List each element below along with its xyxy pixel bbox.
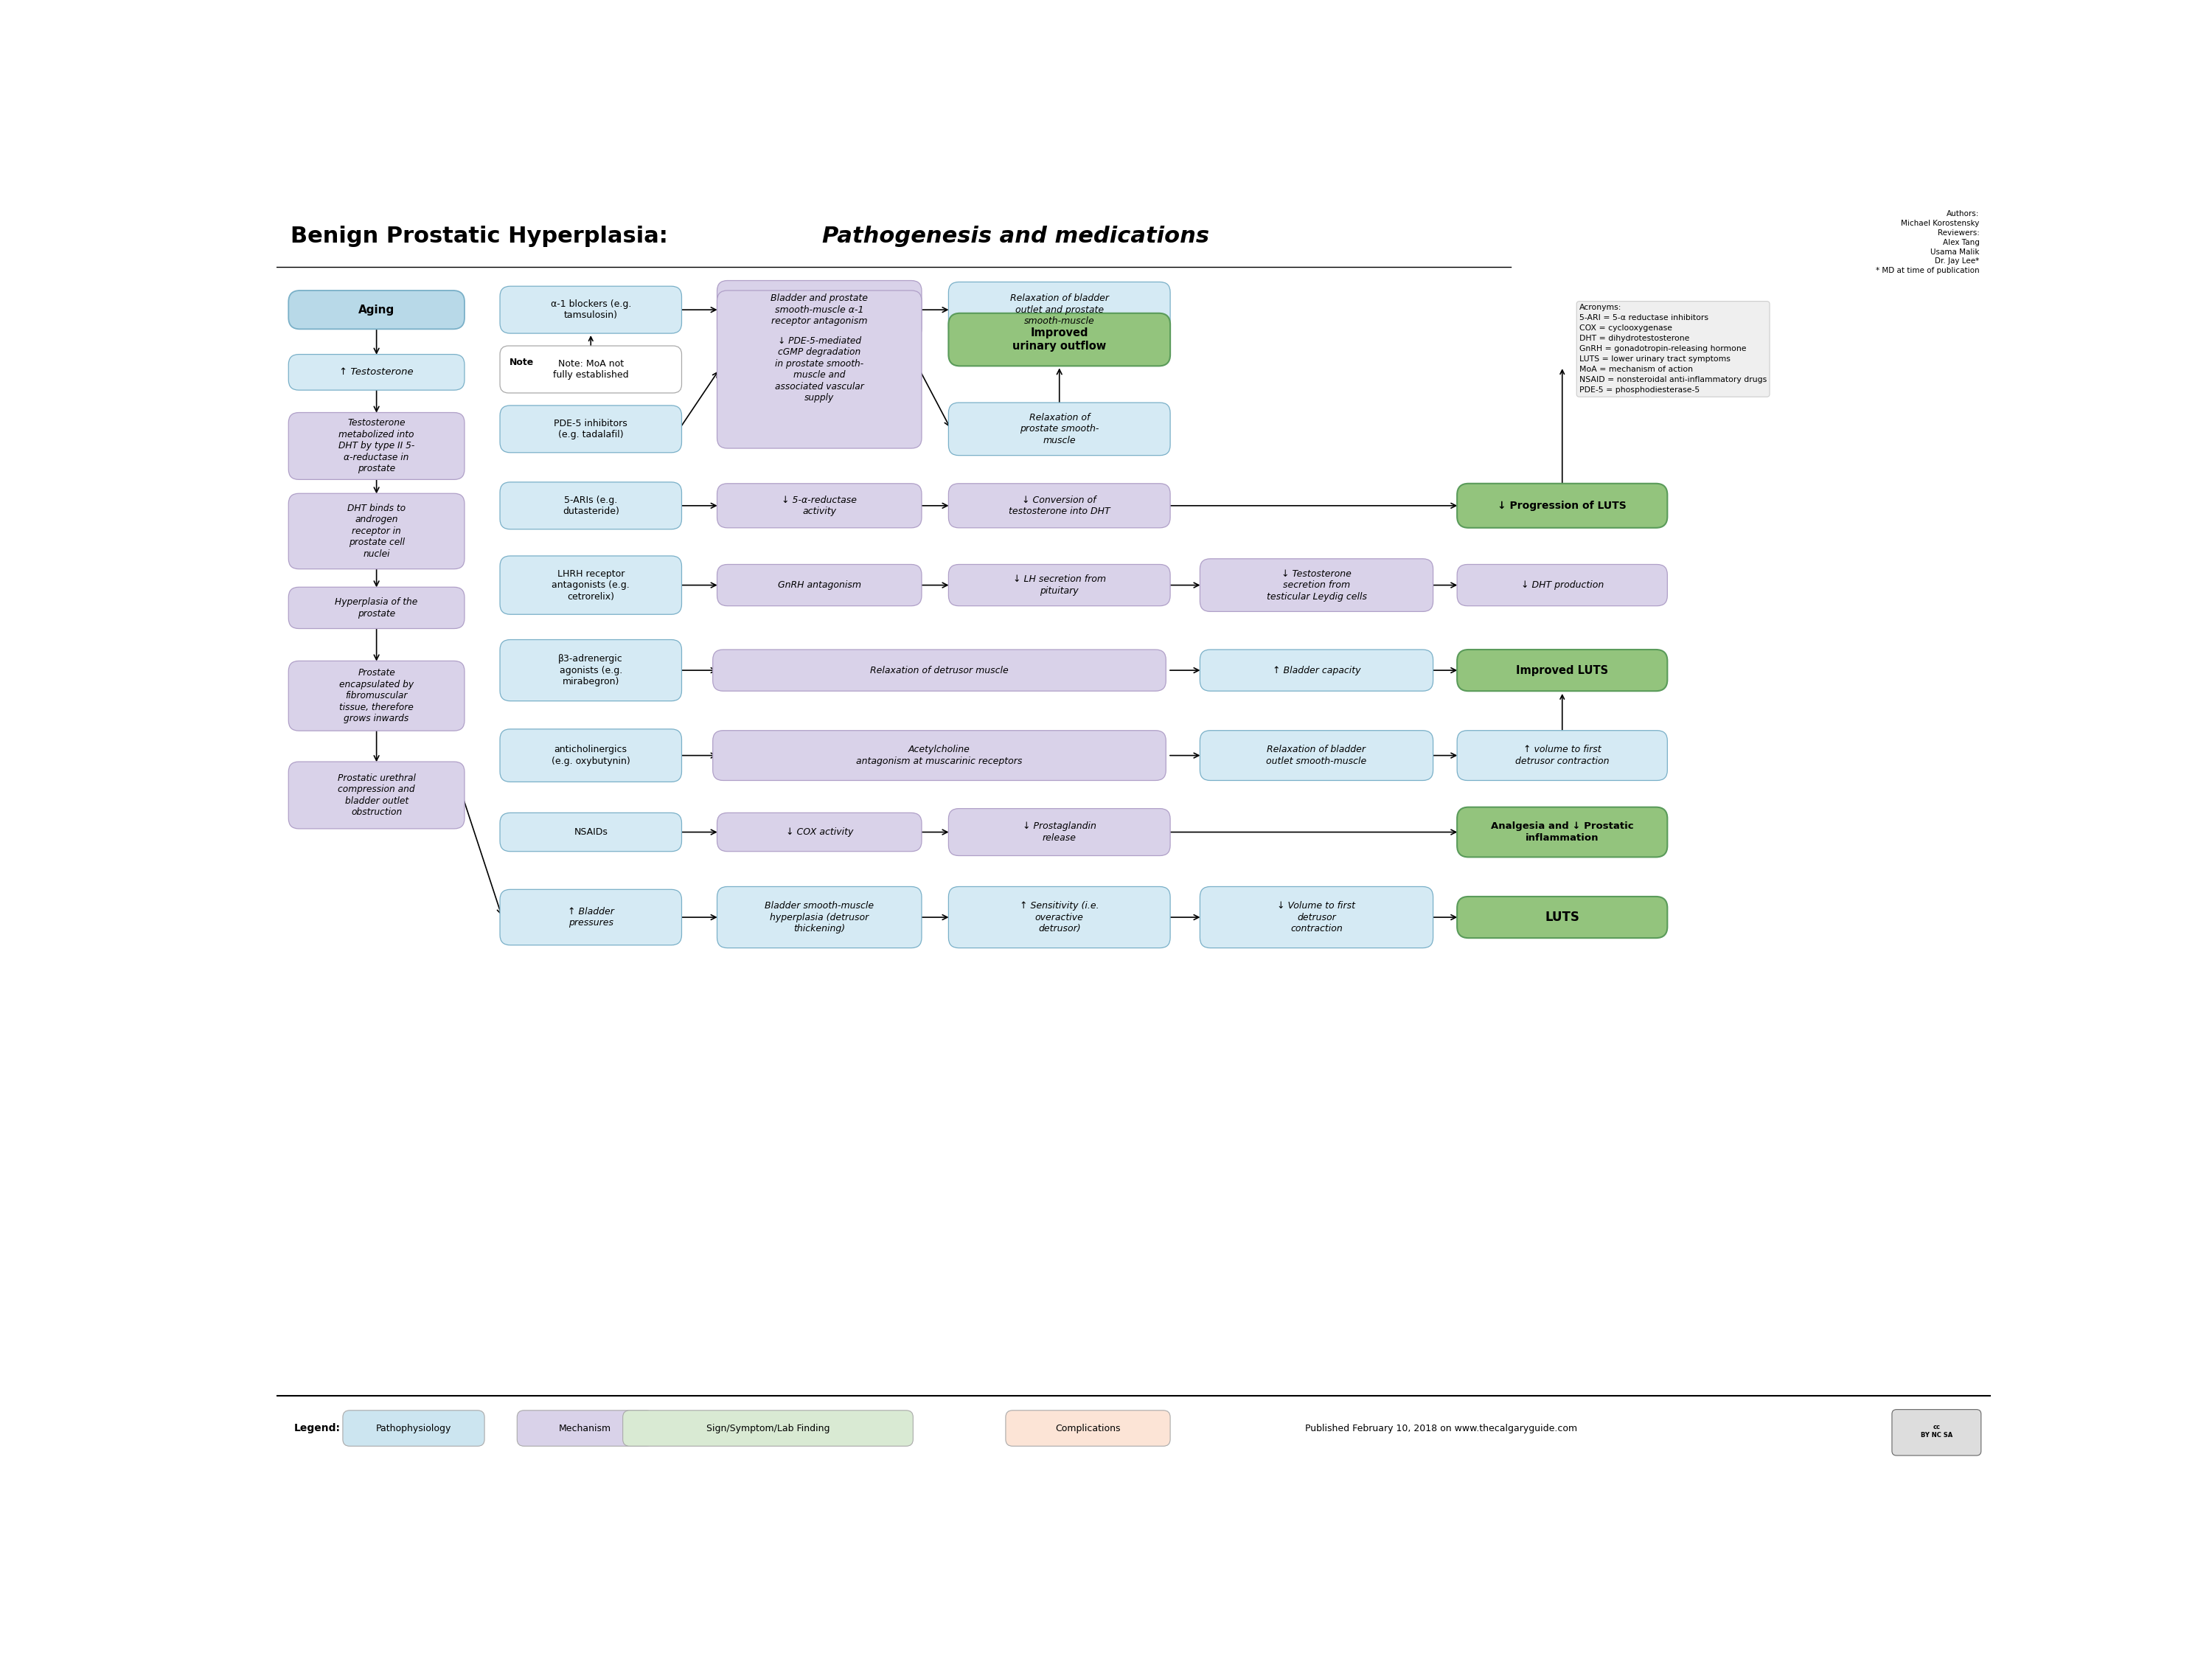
Text: GnRH antagonism: GnRH antagonism — [779, 581, 860, 591]
FancyBboxPatch shape — [1199, 886, 1433, 947]
FancyBboxPatch shape — [949, 282, 1170, 338]
FancyBboxPatch shape — [1458, 650, 1668, 692]
FancyBboxPatch shape — [949, 314, 1170, 367]
FancyBboxPatch shape — [288, 493, 465, 569]
FancyBboxPatch shape — [1458, 564, 1668, 606]
Text: ↓ Volume to first
detrusor
contraction: ↓ Volume to first detrusor contraction — [1279, 901, 1356, 934]
Text: β3-adrenergic
agonists (e.g.
mirabegron): β3-adrenergic agonists (e.g. mirabegron) — [557, 654, 624, 687]
Text: Relaxation of bladder
outlet smooth-muscle: Relaxation of bladder outlet smooth-musc… — [1265, 745, 1367, 766]
Text: ↓ Testosterone
secretion from
testicular Leydig cells: ↓ Testosterone secretion from testicular… — [1265, 569, 1367, 601]
Text: PDE-5 inhibitors
(e.g. tadalafil): PDE-5 inhibitors (e.g. tadalafil) — [553, 418, 628, 440]
Text: Prostate
encapsulated by
fibromuscular
tissue, therefore
grows inwards: Prostate encapsulated by fibromuscular t… — [338, 669, 414, 723]
Text: ↓ Conversion of
testosterone into DHT: ↓ Conversion of testosterone into DHT — [1009, 494, 1110, 516]
FancyBboxPatch shape — [1006, 1410, 1170, 1447]
Text: Mechanism: Mechanism — [560, 1423, 611, 1433]
Text: Relaxation of
prostate smooth-
muscle: Relaxation of prostate smooth- muscle — [1020, 413, 1099, 445]
Text: ↓ LH secretion from
pituitary: ↓ LH secretion from pituitary — [1013, 574, 1106, 596]
FancyBboxPatch shape — [500, 813, 681, 851]
Text: Prostatic urethral
compression and
bladder outlet
obstruction: Prostatic urethral compression and bladd… — [338, 773, 416, 818]
Text: Testosterone
metabolized into
DHT by type II 5-
α-reductase in
prostate: Testosterone metabolized into DHT by typ… — [338, 418, 414, 474]
FancyBboxPatch shape — [1458, 896, 1668, 937]
Text: α-1 blockers (e.g.
tamsulosin): α-1 blockers (e.g. tamsulosin) — [551, 299, 630, 320]
FancyBboxPatch shape — [1458, 808, 1668, 858]
Text: Published ​February​ 10, 2018 on www.thecalgaryguide.com: Published ​February​ 10, 2018 on www.the… — [1305, 1423, 1577, 1433]
FancyBboxPatch shape — [288, 355, 465, 390]
Text: Hyperplasia of the
prostate: Hyperplasia of the prostate — [336, 597, 418, 619]
FancyBboxPatch shape — [949, 808, 1170, 856]
Text: ↓ PDE-5-mediated
cGMP degradation
in prostate smooth-
muscle and
associated vasc: ↓ PDE-5-mediated cGMP degradation in pro… — [774, 337, 865, 403]
FancyBboxPatch shape — [949, 403, 1170, 456]
FancyBboxPatch shape — [712, 730, 1166, 780]
Text: Authors:
Michael Korostensky
Reviewers:
Alex Tang
Usama Malik
Dr. Jay Lee*
* MD : Authors: Michael Korostensky Reviewers: … — [1876, 211, 1980, 274]
Text: Bladder and prostate
smooth-muscle α-1
receptor antagonism: Bladder and prostate smooth-muscle α-1 r… — [770, 294, 867, 327]
Text: LHRH receptor
antagonists (e.g.
cetrorelix): LHRH receptor antagonists (e.g. cetrorel… — [551, 569, 630, 601]
FancyBboxPatch shape — [500, 405, 681, 453]
Text: 5-ARIs (e.g.
dutasteride): 5-ARIs (e.g. dutasteride) — [562, 494, 619, 516]
Text: Acetylcholine
antagonism at muscarinic receptors: Acetylcholine antagonism at muscarinic r… — [856, 745, 1022, 766]
FancyBboxPatch shape — [717, 564, 922, 606]
Text: ↓ DHT production: ↓ DHT production — [1522, 581, 1604, 591]
FancyBboxPatch shape — [1458, 483, 1668, 528]
FancyBboxPatch shape — [500, 889, 681, 946]
Text: Sign/Symptom/Lab Finding: Sign/Symptom/Lab Finding — [706, 1423, 830, 1433]
Text: Improved
urinary outflow: Improved urinary outflow — [1013, 327, 1106, 352]
FancyBboxPatch shape — [624, 1410, 914, 1447]
Text: Legend:: Legend: — [294, 1423, 341, 1433]
FancyBboxPatch shape — [949, 483, 1170, 528]
FancyBboxPatch shape — [343, 1410, 484, 1447]
FancyBboxPatch shape — [500, 345, 681, 393]
FancyBboxPatch shape — [500, 483, 681, 529]
Text: DHT binds to
androgen
receptor in
prostate cell
nuclei: DHT binds to androgen receptor in prosta… — [347, 504, 405, 559]
FancyBboxPatch shape — [1891, 1410, 1982, 1455]
FancyBboxPatch shape — [500, 287, 681, 333]
FancyBboxPatch shape — [288, 290, 465, 328]
FancyBboxPatch shape — [288, 761, 465, 830]
FancyBboxPatch shape — [288, 413, 465, 479]
FancyBboxPatch shape — [288, 660, 465, 730]
FancyBboxPatch shape — [717, 813, 922, 851]
FancyBboxPatch shape — [717, 280, 922, 338]
Text: Note: Note — [509, 358, 533, 367]
FancyBboxPatch shape — [288, 587, 465, 629]
Text: Relaxation of bladder
outlet and prostate
smooth-muscle: Relaxation of bladder outlet and prostat… — [1011, 294, 1108, 327]
Text: ↑ Testosterone: ↑ Testosterone — [338, 367, 414, 377]
Text: ↓ Prostaglandin
release: ↓ Prostaglandin release — [1022, 821, 1097, 843]
Text: ↓ COX activity: ↓ COX activity — [785, 828, 854, 836]
FancyBboxPatch shape — [1199, 730, 1433, 780]
Text: Improved LUTS: Improved LUTS — [1515, 665, 1608, 675]
FancyBboxPatch shape — [518, 1410, 653, 1447]
Text: ↑ Bladder capacity: ↑ Bladder capacity — [1272, 665, 1360, 675]
Text: anticholinergics
(e.g. oxybutynin): anticholinergics (e.g. oxybutynin) — [551, 745, 630, 766]
Text: Complications: Complications — [1055, 1423, 1121, 1433]
Text: Bladder smooth-muscle
hyperplasia (detrusor
thickening): Bladder smooth-muscle hyperplasia (detru… — [765, 901, 874, 934]
Text: cc
BY NC SA: cc BY NC SA — [1920, 1423, 1953, 1438]
Text: NSAIDs: NSAIDs — [573, 828, 608, 836]
FancyBboxPatch shape — [1199, 650, 1433, 692]
FancyBboxPatch shape — [500, 728, 681, 781]
Text: Relaxation of detrusor muscle: Relaxation of detrusor muscle — [869, 665, 1009, 675]
FancyBboxPatch shape — [717, 886, 922, 947]
FancyBboxPatch shape — [1199, 559, 1433, 612]
Text: Acronyms:
5-ARI = 5-α reductase inhibitors
COX = cyclooxygenase
DHT = dihydrotes: Acronyms: 5-ARI = 5-α reductase inhibito… — [1579, 304, 1767, 395]
Text: Aging: Aging — [358, 304, 394, 315]
FancyBboxPatch shape — [1458, 730, 1668, 780]
Text: ↓ 5-α-reductase
activity: ↓ 5-α-reductase activity — [781, 494, 856, 516]
FancyBboxPatch shape — [949, 564, 1170, 606]
Text: ↑ Bladder
pressures: ↑ Bladder pressures — [568, 907, 615, 927]
Text: LUTS: LUTS — [1544, 911, 1579, 924]
FancyBboxPatch shape — [500, 556, 681, 614]
FancyBboxPatch shape — [712, 650, 1166, 692]
FancyBboxPatch shape — [949, 886, 1170, 947]
Text: Benign Prostatic Hyperplasia:: Benign Prostatic Hyperplasia: — [290, 226, 677, 247]
Text: Note: MoA not
fully established: Note: MoA not fully established — [553, 358, 628, 380]
FancyBboxPatch shape — [500, 640, 681, 702]
Text: ↓ Progression of LUTS: ↓ Progression of LUTS — [1498, 501, 1626, 511]
FancyBboxPatch shape — [717, 483, 922, 528]
Text: ↑ Sensitivity (i.e.
overactive
detrusor): ↑ Sensitivity (i.e. overactive detrusor) — [1020, 901, 1099, 934]
Text: Pathophysiology: Pathophysiology — [376, 1423, 451, 1433]
Text: Pathogenesis and medications: Pathogenesis and medications — [823, 226, 1210, 247]
Text: Analgesia and ↓ Prostatic
inflammation: Analgesia and ↓ Prostatic inflammation — [1491, 821, 1635, 843]
Text: ↑ volume to first
detrusor contraction: ↑ volume to first detrusor contraction — [1515, 745, 1608, 766]
FancyBboxPatch shape — [717, 290, 922, 448]
